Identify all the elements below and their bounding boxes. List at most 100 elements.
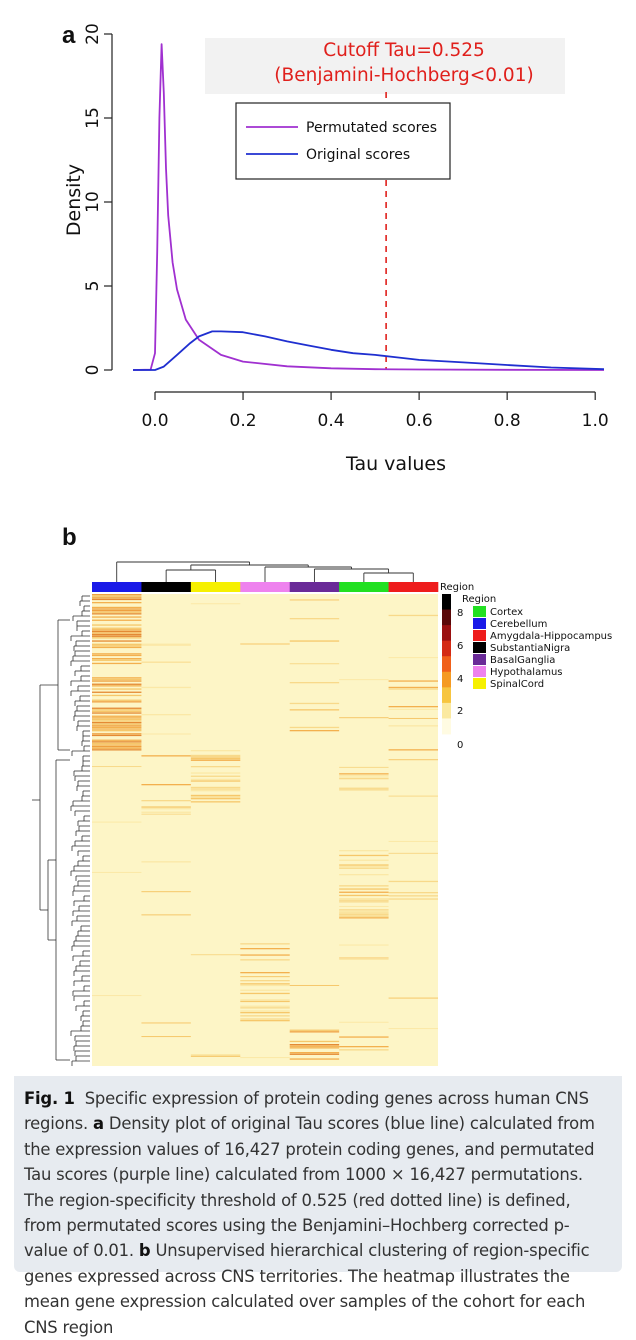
heatmap-cell — [141, 806, 191, 808]
heatmap-cell — [339, 773, 389, 775]
heatmap-cell — [339, 957, 389, 959]
heatmap-cell — [240, 1010, 290, 1012]
heatmap-cell — [141, 784, 191, 786]
heatmap-cell — [92, 749, 142, 751]
legend-entry-label: BasalGanglia — [490, 655, 555, 666]
heatmap-cell — [388, 795, 438, 797]
heatmap-cell — [339, 854, 389, 857]
y-axis-label: Density — [63, 164, 85, 236]
caption-fig-label: Fig. 1 — [24, 1089, 75, 1108]
heatmap-cell — [289, 702, 340, 705]
heatmap-cell — [92, 630, 142, 633]
heatmap-cell — [92, 739, 142, 741]
heatmap-cell — [141, 733, 191, 735]
y-tick-label: 5 — [83, 281, 103, 292]
heatmap-cell — [92, 726, 142, 729]
heatmap-cell — [92, 658, 142, 660]
heatmap-cell — [240, 992, 290, 995]
heatmap-cell — [92, 730, 142, 732]
heatmap-cell — [339, 1049, 389, 1051]
heatmap-cell — [190, 756, 241, 758]
heatmap-cell — [92, 766, 142, 768]
heatmap-cell — [388, 657, 438, 659]
heatmap-cell — [92, 640, 142, 642]
heatmap-cell — [289, 984, 340, 986]
heatmap-cell — [289, 1040, 340, 1043]
heatmap-cell — [141, 644, 191, 646]
heatmap-cell — [190, 603, 241, 605]
heatmap-cell — [388, 749, 438, 751]
region-bar-cell — [339, 582, 389, 592]
heatmap-cell — [388, 708, 438, 710]
column-dendrogram — [116, 561, 414, 582]
color-scale-label: 8 — [457, 608, 463, 619]
heatmap-cell — [388, 840, 438, 842]
heatmap-cell — [190, 788, 241, 790]
heatmap-cell — [388, 686, 438, 689]
heatmap-cell — [190, 780, 241, 782]
heatmap-cell — [92, 722, 142, 724]
heatmap-cell — [339, 679, 389, 681]
heatmap-cell — [92, 610, 142, 612]
heatmap-cell — [388, 706, 438, 708]
heatmap-cell — [92, 717, 142, 719]
heatmap-cell — [92, 725, 142, 727]
figure-caption: Fig. 1 Specific expression of protein co… — [14, 1076, 622, 1337]
heatmap-cell — [289, 730, 340, 732]
heatmap-cell — [92, 742, 142, 745]
legend-box — [235, 102, 451, 180]
caption-a-label: a — [93, 1114, 104, 1134]
color-scale-step — [442, 609, 451, 626]
heatmap-cell — [289, 709, 340, 711]
heatmap-cell — [92, 712, 142, 714]
heatmap-cell — [92, 728, 142, 730]
heatmap-cell — [92, 709, 142, 711]
heatmap-cell — [141, 755, 191, 757]
heatmap-cell — [339, 914, 389, 916]
heatmap-cell — [92, 624, 142, 626]
heatmap-cell — [92, 747, 142, 749]
region-bar-cell — [141, 582, 192, 592]
heatmap-cell — [141, 643, 191, 645]
heatmap-cell — [141, 813, 191, 815]
legend-entry-label: Cortex — [490, 607, 523, 618]
heatmap-cell — [240, 954, 290, 956]
heatmap-cell — [240, 643, 290, 645]
heatmap-cell — [339, 787, 389, 789]
heatmap-cell — [92, 718, 142, 721]
heatmap-cell — [92, 595, 142, 597]
panel-a-label: a — [62, 22, 76, 49]
heatmap-cell — [289, 663, 340, 665]
y-tick-label: 10 — [83, 191, 103, 213]
heatmap-cell — [92, 683, 142, 685]
heatmap-cell — [92, 594, 142, 596]
chart-legend: Permutated scores Original scores — [235, 102, 451, 180]
region-bar-cell — [289, 582, 340, 592]
heatmap-cell — [190, 1054, 241, 1056]
caption-title: Specific expression of protein coding ge… — [24, 1089, 589, 1134]
color-scale-step — [442, 687, 451, 704]
heatmap-cell — [92, 627, 142, 629]
heatmap-cell — [92, 821, 142, 823]
heatmap-cell — [92, 871, 142, 873]
heatmap-cell — [92, 715, 142, 717]
heatmap-cell — [190, 754, 241, 757]
heatmap-cell — [339, 867, 389, 869]
heatmap-cell — [339, 905, 389, 907]
heatmap-cell — [141, 714, 191, 716]
heatmap-cell — [92, 606, 142, 609]
heatmap-cell — [190, 798, 241, 800]
x-tick-label: 0.8 — [494, 411, 521, 431]
heatmap-cell — [339, 774, 389, 776]
heatmap-cell — [339, 859, 389, 861]
density-chart: Cutoff Tau=0.525 (Benjamini-Hochberg<0.0… — [63, 23, 609, 475]
color-scale-label: 2 — [457, 706, 463, 717]
heatmap-cell — [339, 894, 389, 897]
color-scale-step — [442, 718, 451, 735]
heatmap-cell — [240, 999, 290, 1001]
heatmap-cell — [388, 852, 438, 854]
heatmap-cell — [339, 899, 389, 901]
heatmap-cell — [92, 691, 142, 693]
heatmap-cell — [339, 885, 389, 887]
heatmap-cell — [92, 723, 142, 725]
